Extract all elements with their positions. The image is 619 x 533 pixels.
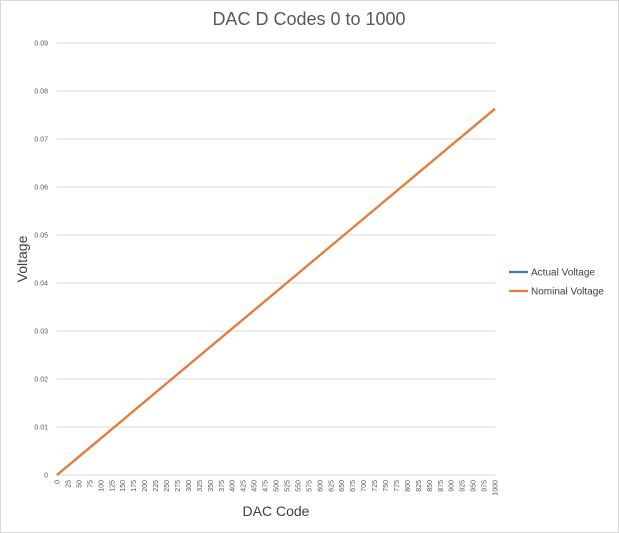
y-tick-label: 0.09 xyxy=(34,41,48,48)
legend-label: Actual Voltage xyxy=(531,268,595,279)
x-tick-label: 825 xyxy=(416,480,423,492)
x-tick-label: 350 xyxy=(208,480,215,492)
x-tick-label: 375 xyxy=(219,480,226,492)
x-tick-label: 125 xyxy=(109,480,116,492)
y-tick-label: 0.01 xyxy=(34,425,48,432)
x-tick-label: 625 xyxy=(328,480,335,492)
x-tick-label: 75 xyxy=(87,480,94,488)
x-tick-label: 800 xyxy=(405,480,412,492)
x-tick-label: 425 xyxy=(241,480,248,492)
x-tick-label: 975 xyxy=(482,480,489,492)
x-tick-label: 550 xyxy=(295,480,302,492)
x-tick-label: 1000 xyxy=(493,480,500,496)
x-tick-label: 925 xyxy=(460,480,467,492)
y-tick-label: 0.02 xyxy=(34,377,48,384)
x-tick-label: 0 xyxy=(55,480,62,484)
x-tick-label: 200 xyxy=(142,480,149,492)
x-tick-label: 325 xyxy=(197,480,204,492)
x-tick-label: 150 xyxy=(120,480,127,492)
x-tick-label: 475 xyxy=(263,480,270,492)
y-axis-title: Voltage xyxy=(14,235,30,282)
x-tick-label: 700 xyxy=(361,480,368,492)
x-tick-label: 575 xyxy=(306,480,313,492)
x-tick-label: 450 xyxy=(252,480,259,492)
y-tick-label: 0.04 xyxy=(34,281,48,288)
x-tick-label: 675 xyxy=(350,480,357,492)
x-tick-label: 275 xyxy=(175,480,182,492)
legend-label: Nominal Voltage xyxy=(531,287,604,298)
x-tick-label: 250 xyxy=(164,480,171,492)
x-tick-label: 100 xyxy=(98,480,105,492)
x-tick-label: 600 xyxy=(317,480,324,492)
x-tick-label: 850 xyxy=(427,480,434,492)
chart-title: DAC D Codes 0 to 1000 xyxy=(212,9,405,29)
x-tick-label: 400 xyxy=(230,480,237,492)
series-lines xyxy=(57,109,495,475)
x-tick-label: 300 xyxy=(186,480,193,492)
y-tick-label: 0.03 xyxy=(34,329,48,336)
y-tick-label: 0.08 xyxy=(34,89,48,96)
y-axis-ticks: 0 0.01 0.02 0.03 0.04 0.05 0.06 0.07 0.08 0.09 xyxy=(34,41,48,480)
x-tick-label: 750 xyxy=(383,480,390,492)
x-tick-label: 900 xyxy=(449,480,456,492)
x-axis-ticks: 0 25 50 75 100 125 150 175 200 225 250 275 300 325 350… xyxy=(55,480,500,496)
y-tick-label: 0.06 xyxy=(34,185,48,192)
x-axis-title: DAC Code xyxy=(243,503,310,519)
x-tick-label: 775 xyxy=(394,480,401,492)
x-tick-label: 50 xyxy=(76,480,83,488)
gridlines xyxy=(57,43,495,427)
x-tick-label: 650 xyxy=(339,480,346,492)
x-tick-label: 525 xyxy=(284,480,291,492)
x-tick-label: 500 xyxy=(274,480,281,492)
x-tick-label: 950 xyxy=(471,480,478,492)
x-tick-label: 225 xyxy=(153,480,160,492)
y-tick-label: 0 xyxy=(44,473,48,480)
y-tick-label: 0.05 xyxy=(34,233,48,240)
y-tick-label: 0.07 xyxy=(34,137,48,144)
x-tick-label: 25 xyxy=(65,480,72,488)
series-line-nominal-voltage xyxy=(57,109,495,475)
x-tick-label: 175 xyxy=(131,480,138,492)
x-tick-label: 725 xyxy=(372,480,379,492)
legend: Actual Voltage Nominal Voltage xyxy=(509,268,604,298)
x-tick-label: 875 xyxy=(438,480,445,492)
